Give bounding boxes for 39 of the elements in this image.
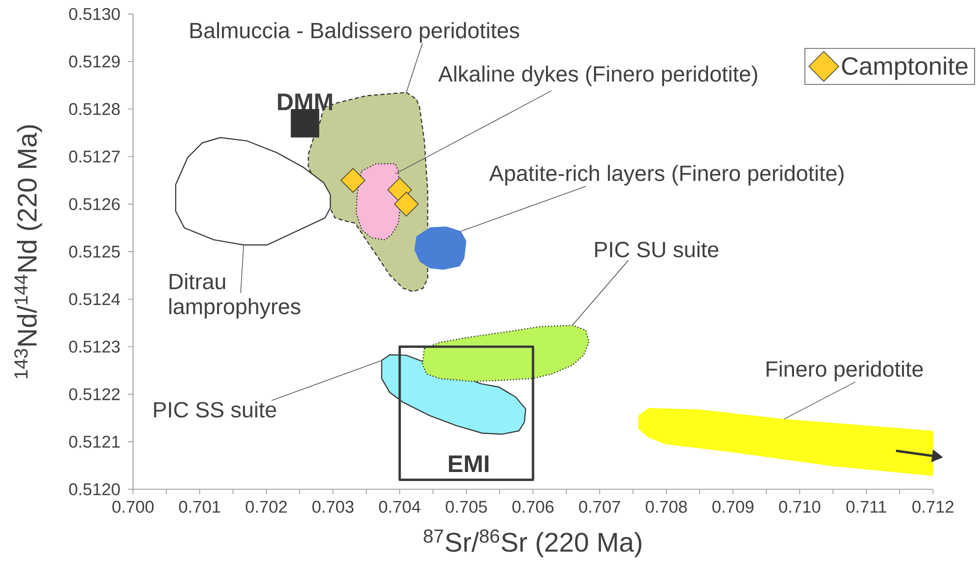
text: Alkaline dykes (Finero peridotite): [438, 66, 758, 86]
x-tick-label: 0.701: [179, 500, 220, 513]
text: Apatite-rich layers (Finero peridotite): [489, 164, 844, 186]
y-tick-label: 0.5123: [69, 340, 120, 353]
x-tick-label: 0.711: [846, 500, 886, 513]
series-label: Ditrau lamprophyres: [169, 273, 300, 319]
legend-label: Camptonite: [842, 56, 968, 80]
x-tick-label: 0.700: [112, 500, 154, 513]
y-tick-label: 0.5121: [69, 436, 120, 448]
x-tick-label: 0.704: [379, 500, 420, 513]
x-tick-label: 0.708: [646, 500, 687, 513]
point: [290, 109, 320, 138]
text: PIC SS suite: [154, 401, 276, 418]
point: [340, 168, 366, 193]
y-tick-label: 0.5120: [69, 483, 120, 496]
y-axis-title: $^{143}$Nd/$^{144}$Nd (220 Ma): [14, 125, 42, 378]
x-axis-title: $^{87}$Sr/$^{86}$Sr (220 Ma): [424, 529, 642, 558]
x-tick-label: 0.707: [579, 500, 620, 513]
text: PIC SU suite: [595, 241, 718, 258]
y-tick-label: 0.5125: [69, 246, 120, 258]
point: [394, 192, 419, 216]
x-tick-label: 0.702: [246, 500, 287, 513]
y-tick-label: 0.5128: [69, 103, 120, 116]
y-tick-label: 0.5127: [69, 150, 120, 163]
series-label: Finero peridotite: [766, 360, 923, 382]
annotation: DMM: [278, 94, 332, 110]
x-tick-label: 0.705: [446, 500, 487, 513]
y-tick-label: 0.5126: [69, 198, 120, 210]
x-tick-label: 0.712: [912, 500, 954, 513]
x-tick-label: 0.710: [779, 500, 820, 513]
y-tick-label: 0.5122: [69, 388, 120, 400]
y-tick-label: 0.5129: [69, 55, 120, 68]
x-tick-label: 0.709: [712, 500, 754, 513]
series-label: EMI: [448, 456, 488, 472]
x-tick-label: 0.706: [512, 500, 554, 513]
y-tick-label: 0.5124: [69, 293, 120, 306]
text: Balmuccia - Baldissero peridotites: [190, 22, 520, 43]
x-tick-label: 0.703: [312, 500, 354, 513]
y-tick-label: 0.5130: [69, 8, 120, 20]
